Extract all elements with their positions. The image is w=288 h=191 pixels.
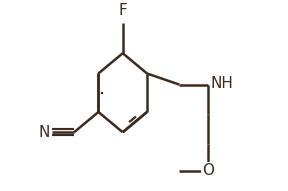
Text: O: O [202,163,214,178]
Text: F: F [118,3,127,18]
Text: NH: NH [210,76,233,91]
Text: N: N [38,125,49,140]
